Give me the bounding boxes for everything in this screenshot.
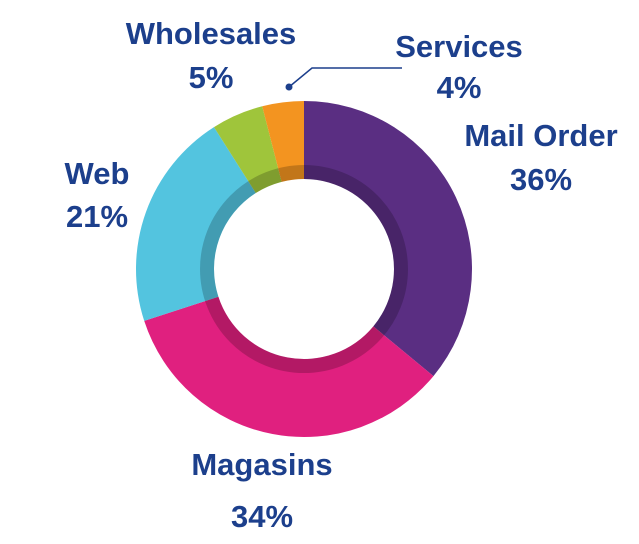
slice-web <box>136 127 256 321</box>
labels-group: Mail Order 36% Magasins 34% Web 21% Whol… <box>65 16 618 534</box>
value-label-web: 21% <box>66 199 128 234</box>
value-label-wholesales: 5% <box>189 60 234 95</box>
services-callout-dot <box>285 83 293 91</box>
slice-wholesales <box>213 106 282 194</box>
category-label-mail-order: Mail Order <box>464 118 617 153</box>
value-label-magasins: 34% <box>231 499 293 534</box>
slice-services <box>262 101 304 182</box>
inner-shade-ring <box>200 165 408 373</box>
category-label-wholesales: Wholesales <box>126 16 297 51</box>
services-callout <box>285 67 402 91</box>
category-label-web: Web <box>65 156 130 191</box>
category-label-magasins: Magasins <box>191 447 332 482</box>
services-callout-line <box>288 67 402 88</box>
slices-group <box>136 101 472 437</box>
slice-mail-order <box>304 101 472 377</box>
value-label-mail-order: 36% <box>510 162 572 197</box>
category-label-services: Services <box>395 29 523 64</box>
value-label-services: 4% <box>437 70 482 105</box>
slice-magasins <box>144 296 434 437</box>
